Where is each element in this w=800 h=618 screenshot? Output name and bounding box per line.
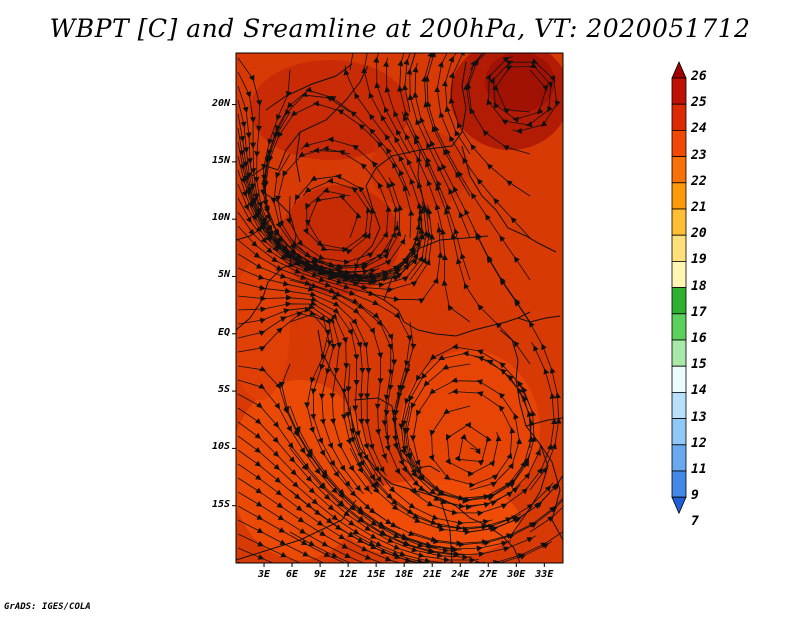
colorbar-swatch	[671, 77, 687, 105]
lon-label: 18E	[395, 569, 414, 580]
streamline	[289, 531, 362, 563]
colorbar-swatch	[671, 156, 687, 184]
lon-label: 33E	[535, 569, 554, 580]
colorbar-label: 16	[691, 331, 707, 346]
colorbar	[671, 61, 687, 515]
lat-label: 5S	[217, 384, 230, 396]
colorbar-label: 20	[691, 226, 707, 242]
lon-label: 27E	[479, 569, 498, 580]
colorbar-swatch	[671, 339, 687, 367]
colorbar-label: 19	[691, 252, 707, 268]
colorbar-swatch	[671, 444, 687, 472]
colorbar-swatch	[671, 182, 687, 210]
map-frame	[235, 52, 564, 564]
lon-label: 15E	[367, 569, 386, 580]
lat-label: 15N	[211, 154, 230, 166]
streamline	[529, 506, 563, 533]
colorbar-swatch	[671, 129, 687, 157]
lon-label: 12E	[339, 569, 358, 580]
colorbar-max-arrow	[671, 61, 687, 79]
streamline	[469, 474, 563, 533]
colorbar-label: 11	[691, 462, 707, 477]
colorbar-swatch	[671, 260, 687, 288]
colorbar-swatch	[671, 470, 687, 498]
axis-ticks	[232, 104, 545, 567]
colorbar-swatch	[671, 418, 687, 446]
streamline	[474, 230, 562, 491]
streamline	[237, 533, 311, 563]
grads-credit: GrADS: IGES/COLA	[4, 602, 91, 612]
lat-label: 20N	[211, 97, 230, 109]
lat-label: 15S	[211, 498, 230, 510]
colorbar-label: 21	[691, 200, 707, 215]
colorbar-min-arrow	[671, 496, 687, 515]
chart-title: WBPT [C] and Sreamline at 200hPa, VT: 20…	[49, 14, 751, 43]
colorbar-swatch	[671, 208, 687, 236]
lat-label: EQ	[217, 326, 230, 338]
colorbar-label: 17	[691, 304, 707, 320]
colorbar-label: 26	[691, 69, 707, 84]
lon-label: 24E	[451, 569, 470, 580]
streamline	[237, 547, 274, 563]
colorbar-label: 23	[691, 147, 707, 163]
colorbar-swatch	[671, 365, 687, 393]
colorbar-label: 12	[691, 435, 707, 451]
lon-label: 21E	[423, 569, 442, 580]
lon-label: 3E	[257, 569, 271, 580]
colorbar-label: 13	[691, 409, 707, 425]
colorbar-label: 18	[691, 278, 707, 294]
colorbar-label: 24	[691, 121, 707, 137]
streamlines	[237, 53, 563, 563]
colorbar-label: 25	[691, 95, 707, 111]
colorbar-label: 14	[691, 383, 707, 399]
colorbar-swatch	[671, 391, 687, 419]
lon-label: 6E	[286, 569, 299, 580]
colorbar-swatch	[671, 313, 687, 341]
colorbar-swatch	[671, 103, 687, 131]
colorbar-label: 22	[691, 173, 707, 189]
colorbar-label: 15	[691, 357, 707, 373]
lat-label: 5N	[217, 269, 230, 281]
lat-label: 10S	[211, 441, 230, 453]
colorbar-label: 7	[691, 514, 699, 530]
streamline	[349, 531, 563, 563]
colorbar-swatch	[671, 287, 687, 315]
streamline	[349, 53, 354, 71]
lon-label: 9E	[314, 569, 327, 580]
lon-label: 30E	[507, 569, 526, 580]
colorbar-swatch	[671, 234, 687, 262]
lat-label: 10N	[211, 212, 230, 224]
colorbar-label: 9	[691, 488, 699, 504]
map-panel	[232, 52, 564, 567]
